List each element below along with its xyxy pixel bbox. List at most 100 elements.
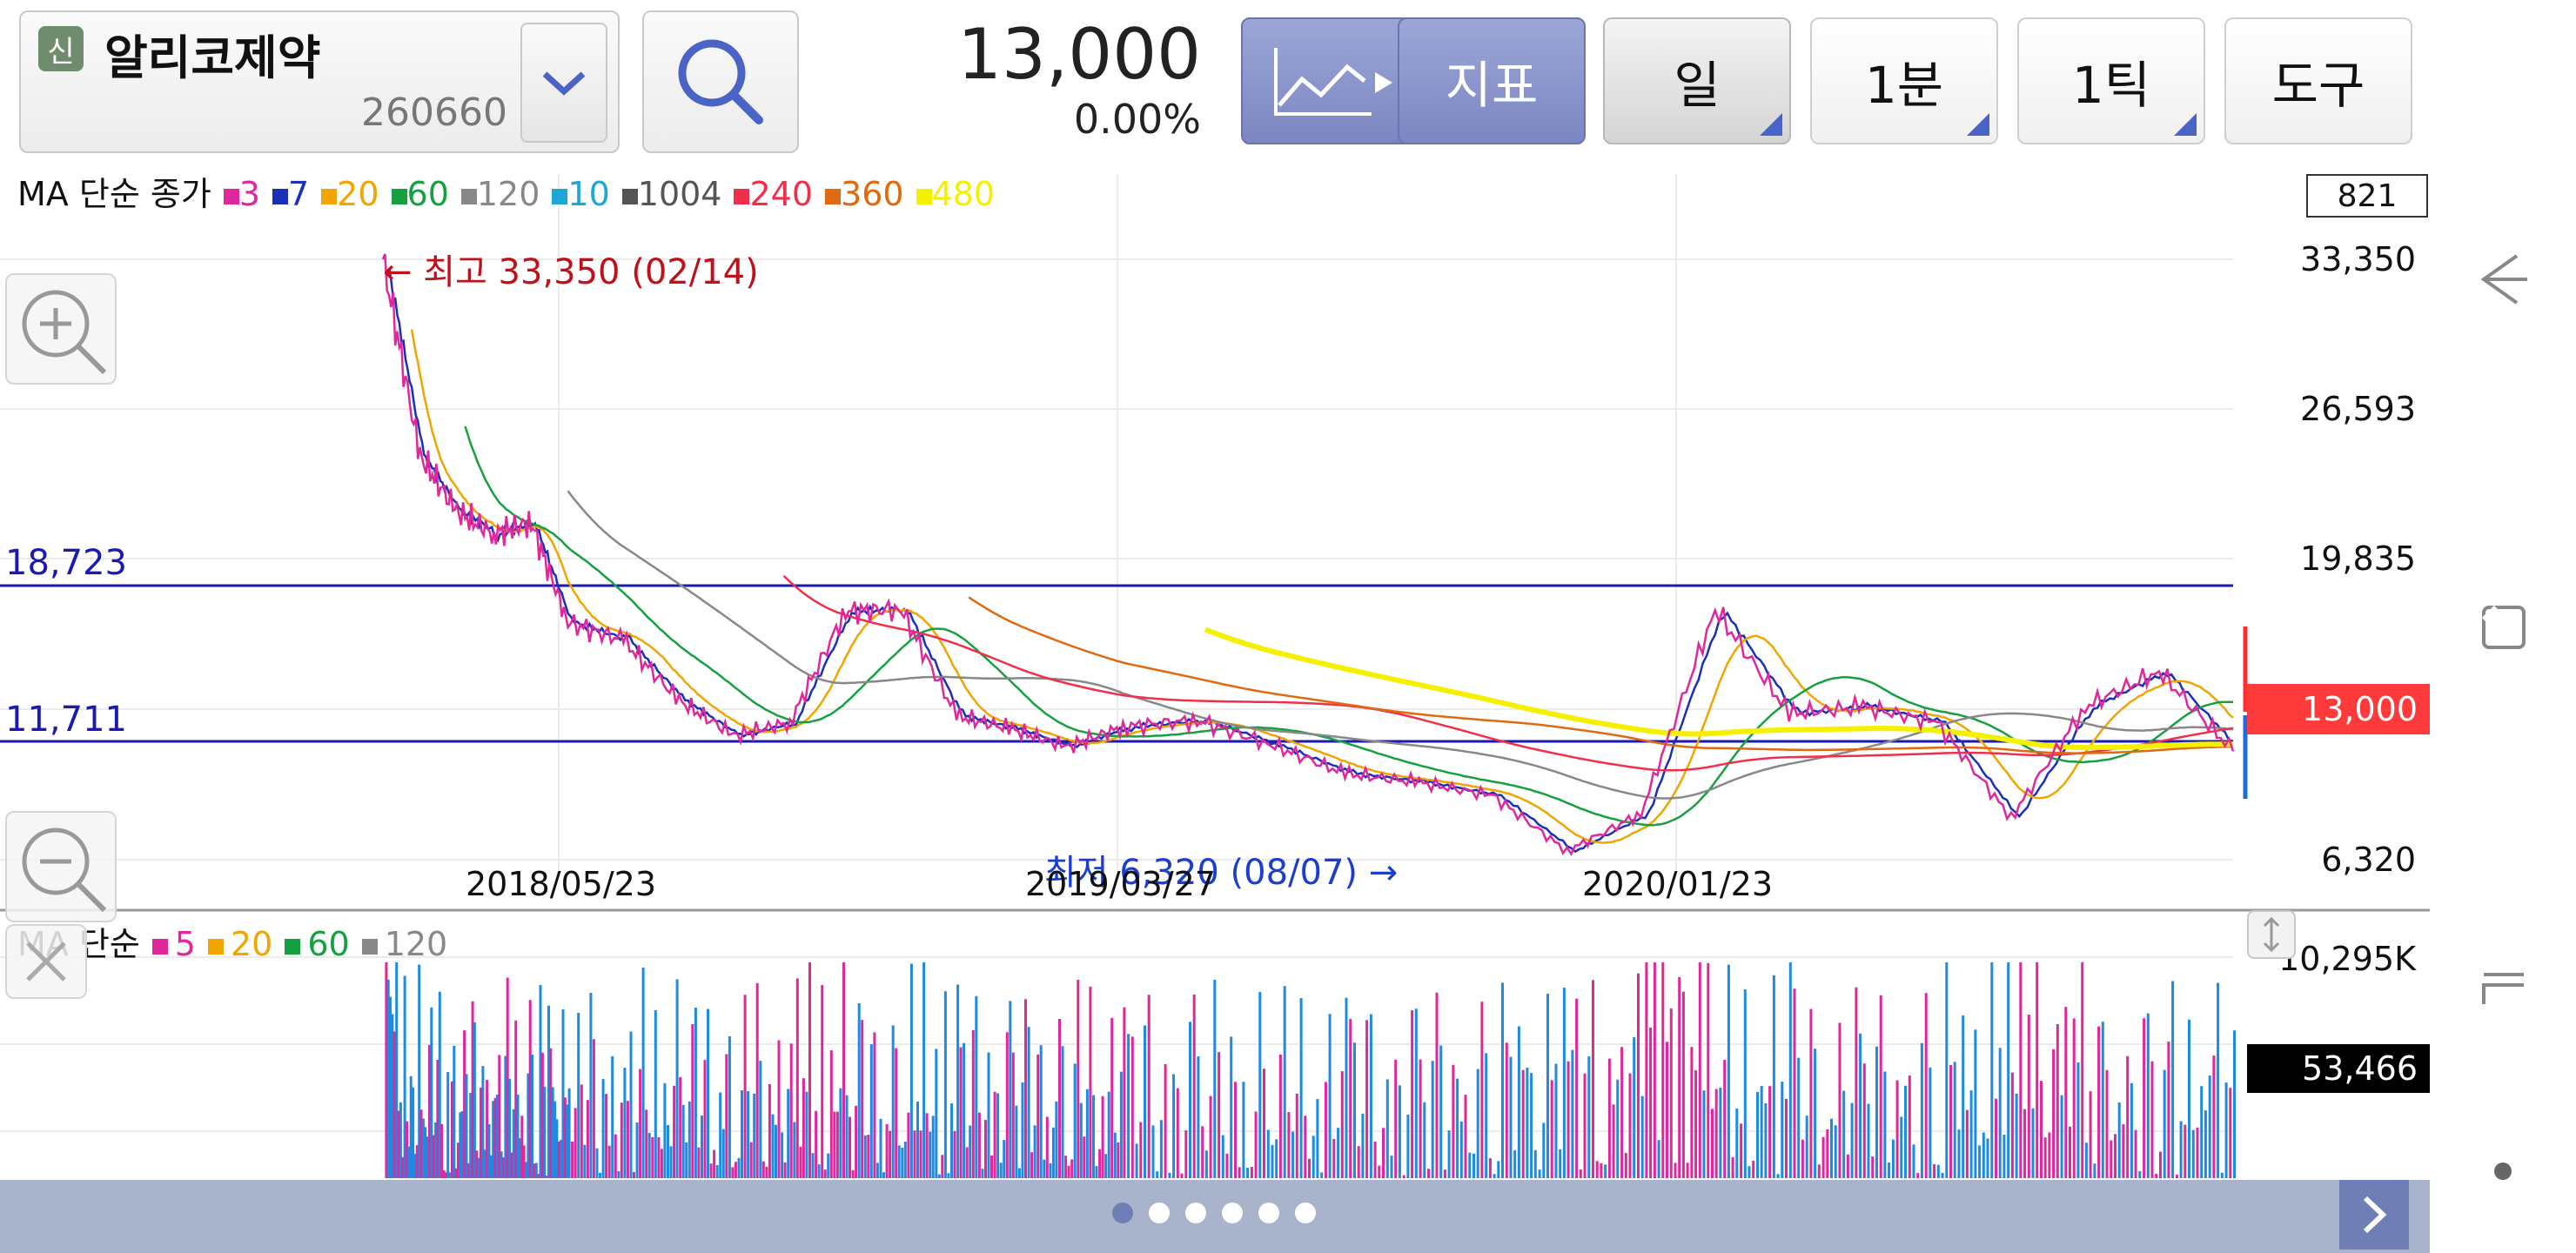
volume-bar <box>1151 1125 1155 1178</box>
volume-bar <box>1085 1089 1089 1178</box>
page-dot[interactable] <box>1258 1203 1279 1223</box>
period-day-button[interactable]: 일 <box>1603 17 1791 144</box>
volume-bar <box>731 1167 735 1178</box>
volume-bar <box>1079 1102 1083 1178</box>
volume-bar <box>2217 982 2220 1178</box>
volume-bar <box>1278 1054 1282 1178</box>
volume-bar <box>395 962 399 1178</box>
volume-bar <box>728 1036 731 1178</box>
zoom-out-button[interactable] <box>5 811 117 922</box>
volume-bar <box>1772 975 1775 1178</box>
volume-bar <box>1213 980 1217 1178</box>
volume-bar <box>1258 991 1262 1178</box>
period-minute-button[interactable]: 1분 <box>1810 17 1998 144</box>
page-dot-active[interactable] <box>1112 1203 1133 1223</box>
home-icon[interactable] <box>2473 954 2534 1015</box>
volume-bar <box>2052 1049 2056 1178</box>
resize-panel-handle[interactable] <box>2247 910 2296 959</box>
volume-bar <box>522 1145 526 1178</box>
volume-bar <box>950 1103 953 1178</box>
legend-swatch <box>285 938 301 955</box>
volume-bar <box>709 1163 713 1178</box>
volume-bar <box>993 1091 996 1178</box>
volume-bar <box>749 1142 753 1178</box>
volume-bar <box>2076 1062 2080 1178</box>
stock-name[interactable]: 알리코제약 <box>104 30 321 85</box>
volume-bar <box>454 1168 458 1178</box>
volume-bar <box>1714 1089 1718 1178</box>
volume-bar <box>1117 1142 1120 1178</box>
close-volume-panel-button[interactable] <box>5 924 87 999</box>
volume-bar <box>1640 1096 1644 1178</box>
volume-bar <box>514 1020 518 1178</box>
volume-bar <box>1995 1098 1997 1178</box>
volume-bar <box>481 1066 485 1178</box>
stock-dropdown-button[interactable] <box>520 23 607 143</box>
volume-bar <box>1838 1022 1841 1178</box>
volume-bar <box>1624 1153 1627 1178</box>
zoom-in-button[interactable] <box>5 273 117 385</box>
volume-bar <box>2224 1082 2228 1178</box>
volume-bar <box>1361 1113 1365 1178</box>
volume-bar <box>781 1132 784 1178</box>
stock-selector[interactable] <box>19 10 620 153</box>
volume-bar <box>1542 1122 1546 1178</box>
stock-chart[interactable] <box>0 164 2430 1180</box>
volume-bar <box>897 1145 901 1178</box>
volume-bar <box>1452 1064 1455 1178</box>
volume-bar <box>1743 989 1747 1178</box>
volume-bar <box>829 1050 833 1178</box>
volume-bar <box>1159 1120 1163 1178</box>
volume-bar <box>1246 1168 1250 1178</box>
volume-bar <box>1077 979 1080 1178</box>
moving-average-line <box>387 267 2234 854</box>
volume-bar <box>1764 1102 1768 1178</box>
volume-bar <box>1304 1116 1307 1178</box>
indicator-button[interactable]: 지표 <box>1398 17 1586 144</box>
volume-bar <box>2163 1069 2166 1178</box>
recent-apps-icon[interactable] <box>2473 597 2534 658</box>
page-dot[interactable] <box>1149 1203 1170 1223</box>
volume-bar <box>1965 1109 1969 1178</box>
volume-bar <box>1788 962 1792 1178</box>
volume-bar <box>1666 1042 1668 1178</box>
volume-bar <box>465 1074 468 1178</box>
stock-code: 260660 <box>361 90 507 135</box>
volume-bar <box>1817 1164 1821 1178</box>
volume-bar <box>483 1149 486 1178</box>
page-dot[interactable] <box>1295 1203 1316 1223</box>
volume-bar <box>1941 1172 1944 1178</box>
volume-bar <box>1607 1058 1611 1178</box>
volume-bar <box>1119 1071 1123 1178</box>
zoom-in-icon <box>22 290 107 375</box>
next-page-button[interactable] <box>2339 1180 2409 1250</box>
volume-bar <box>2179 1121 2183 1178</box>
volume-bar <box>1533 1149 1537 1178</box>
volume-bar <box>1883 1071 1887 1178</box>
volume-bar <box>907 1112 910 1178</box>
volume-bar <box>1805 1116 1808 1178</box>
volume-bar <box>707 1008 709 1178</box>
volume-bar <box>647 1132 651 1178</box>
volume-bar <box>567 1088 571 1178</box>
page-dot[interactable] <box>1222 1203 1243 1223</box>
volume-bar <box>673 1085 676 1178</box>
volume-bar <box>1083 1136 1086 1178</box>
volume-bar <box>2101 1022 2104 1178</box>
chart-type-button[interactable] <box>1241 17 1424 144</box>
volume-bar <box>1707 962 1710 1178</box>
volume-bar <box>1003 1140 1006 1178</box>
assistant-dot-icon[interactable] <box>2494 1163 2512 1180</box>
period-tick-button[interactable]: 1틱 <box>2017 17 2205 144</box>
tools-button[interactable]: 도구 <box>2224 17 2412 144</box>
page-dot[interactable] <box>1185 1203 1206 1223</box>
legend-swatch <box>825 188 842 204</box>
volume-bar <box>667 1125 669 1178</box>
volume-bar <box>1476 1069 1479 1178</box>
back-icon[interactable] <box>2473 249 2534 310</box>
volume-bar <box>1678 976 1681 1178</box>
search-button[interactable] <box>642 10 799 153</box>
legend-label: 120 <box>476 175 540 213</box>
volume-bar <box>1681 991 1685 1178</box>
volume-bar <box>2130 1082 2133 1178</box>
